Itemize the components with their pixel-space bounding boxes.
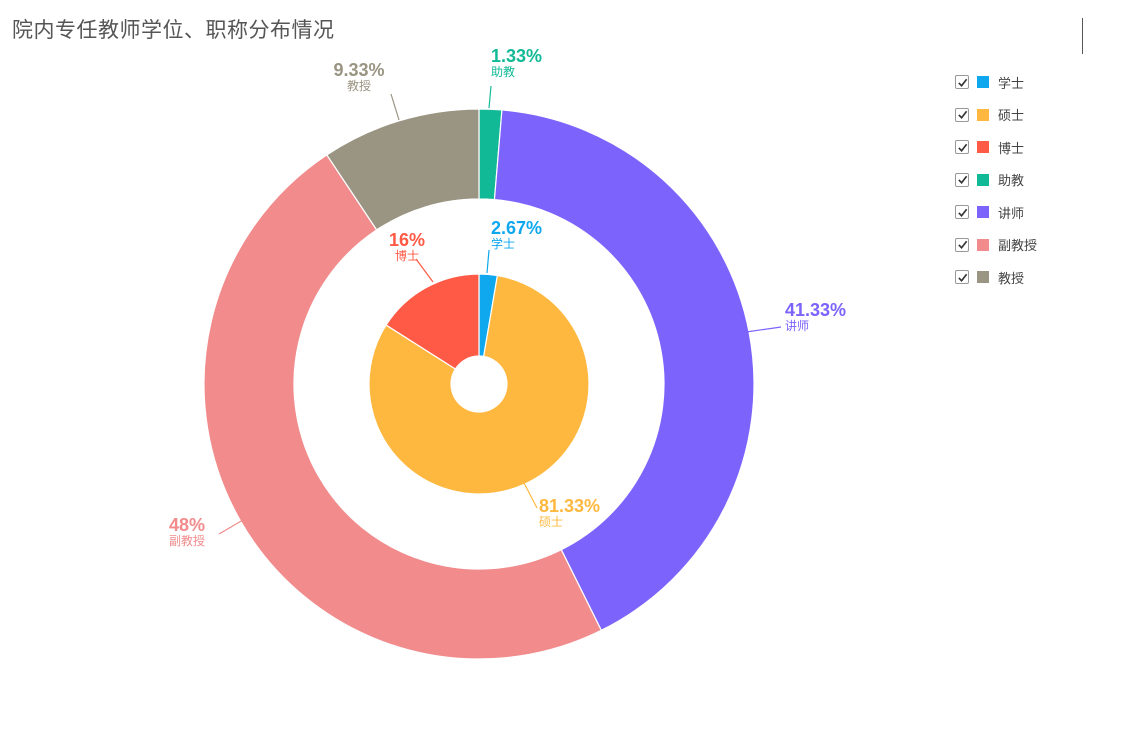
legend-item[interactable]: 博士 (955, 131, 1037, 164)
legend-swatch (977, 108, 989, 121)
chart-title: 院内专任教师学位、职称分布情况 (12, 18, 335, 42)
checkbox-checked-icon[interactable] (955, 140, 969, 155)
pie-slice-outer[interactable] (493, 109, 755, 632)
pie-slice-outer[interactable] (203, 154, 603, 660)
legend-label: 教授 (998, 271, 1025, 287)
data-label-percent: 1.33% (491, 46, 542, 66)
label-leader-line (390, 93, 400, 121)
data-label-category: 助教 (491, 64, 515, 79)
checkbox-checked-icon[interactable] (955, 205, 969, 220)
checkbox-checked-icon[interactable] (955, 107, 969, 122)
legend-swatch (977, 76, 989, 89)
legend-label: 硕士 (998, 109, 1025, 125)
pie-slice-outer[interactable] (326, 108, 480, 231)
data-label-percent: 81.33% (539, 496, 600, 516)
legend-item[interactable]: 讲师 (955, 196, 1037, 229)
data-label-percent: 41.33% (785, 300, 846, 320)
data-label-percent: 9.33% (333, 60, 384, 80)
legend-swatch (977, 141, 989, 154)
data-label-percent: 2.67% (491, 218, 542, 238)
legend-item[interactable]: 副教授 (955, 229, 1037, 262)
checkbox-checked-icon[interactable] (955, 237, 969, 252)
legend-swatch (977, 238, 989, 251)
label-leader-line (218, 519, 244, 535)
pie-slice-inner[interactable] (368, 274, 590, 495)
legend-swatch (977, 206, 989, 219)
checkbox-checked-icon[interactable] (955, 172, 969, 187)
data-label-category: 副教授 (169, 533, 205, 548)
legend-item[interactable]: 学士 (955, 66, 1037, 99)
data-label-category: 硕士 (539, 515, 563, 529)
label-leader-line (523, 482, 538, 509)
pie-slice-inner[interactable] (385, 273, 480, 370)
checkbox-checked-icon[interactable] (955, 75, 969, 90)
data-label-category: 讲师 (785, 318, 809, 333)
checkbox-checked-icon[interactable] (955, 270, 969, 285)
legend-item[interactable]: 教授 (955, 261, 1037, 294)
label-leader-line (486, 249, 490, 274)
data-label-category: 博士 (395, 248, 419, 263)
label-leader-line (745, 326, 782, 333)
legend-label: 博士 (998, 141, 1025, 157)
legend: 学士硕士博士助教讲师副教授教授 (955, 66, 1037, 294)
legend-label: 学士 (998, 76, 1025, 92)
label-leader-line (415, 258, 434, 283)
legend-label: 讲师 (998, 206, 1025, 222)
legend-label: 副教授 (998, 239, 1038, 255)
legend-label: 助教 (998, 174, 1025, 190)
data-label-percent: 16% (389, 230, 425, 250)
legend-swatch (977, 271, 989, 284)
data-label-category: 教授 (347, 78, 371, 93)
data-label-category: 学士 (491, 236, 515, 251)
legend-item[interactable]: 硕士 (955, 99, 1037, 132)
legend-swatch (977, 173, 989, 186)
toolbar-divider (1082, 18, 1083, 54)
label-leader-line (488, 85, 492, 109)
data-label-percent: 48% (169, 515, 205, 535)
legend-item[interactable]: 助教 (955, 164, 1037, 197)
